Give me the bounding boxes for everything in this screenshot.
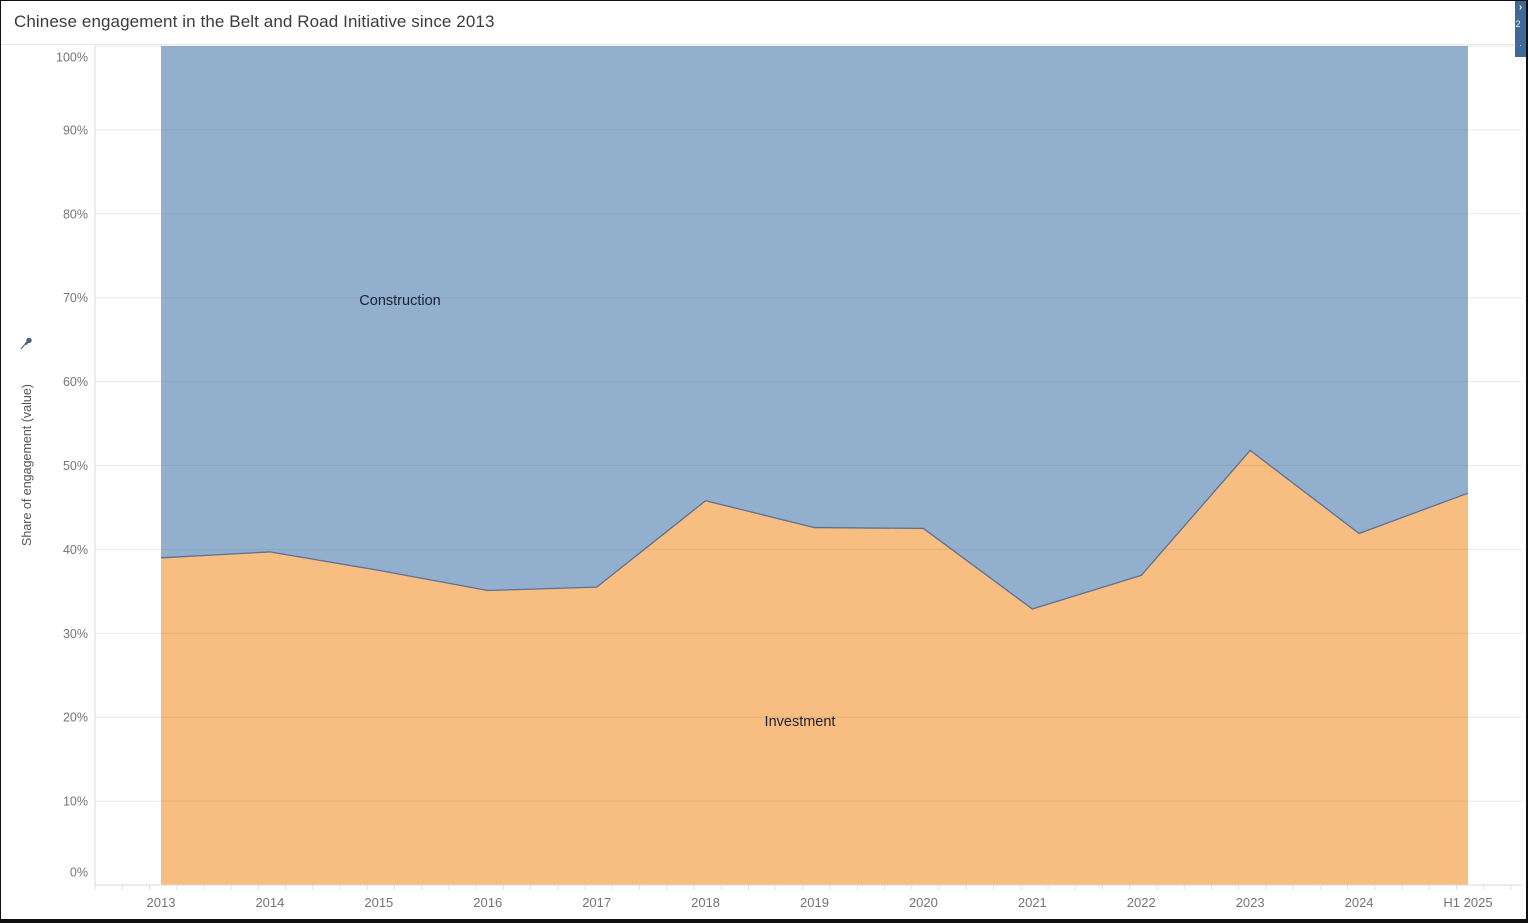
clipped-panel-dot: . bbox=[1519, 39, 1522, 48]
x-tick-label-2017: 2017 bbox=[582, 895, 611, 910]
chart-title: Chinese engagement in the Belt and Road … bbox=[14, 12, 495, 31]
window-border-right bbox=[1526, 0, 1528, 923]
y-tick-label-30: 30% bbox=[63, 627, 88, 641]
y-axis-title: Share of engagement (value) bbox=[20, 384, 34, 546]
investment-area[interactable] bbox=[161, 450, 1468, 885]
series-label-investment: Investment bbox=[764, 714, 836, 730]
y-tick-label-10: 10% bbox=[63, 795, 88, 809]
window-border-left bbox=[0, 0, 1, 923]
x-tick-label-2018: 2018 bbox=[691, 895, 720, 910]
x-tick-label-2014: 2014 bbox=[255, 895, 284, 910]
expand-panel-chevron-icon[interactable]: › bbox=[1518, 2, 1523, 13]
x-tick-label-2023: 2023 bbox=[1236, 895, 1265, 910]
x-tick-label-2016: 2016 bbox=[473, 895, 502, 910]
clipped-panel-glyph: 2 bbox=[1515, 19, 1521, 29]
x-tick-label-2020: 2020 bbox=[909, 895, 938, 910]
y-tick-label-0: 0% bbox=[70, 866, 88, 880]
x-tick-label-2024: 2024 bbox=[1345, 895, 1374, 910]
pinned-axis-pin-icon[interactable] bbox=[20, 336, 34, 352]
window-border-top bbox=[0, 0, 1528, 1]
x-tick-label-2015: 2015 bbox=[364, 895, 393, 910]
y-tick-label-100: 100% bbox=[56, 51, 88, 65]
y-tick-label-90: 90% bbox=[63, 123, 88, 137]
y-tick-label-20: 20% bbox=[63, 711, 88, 725]
y-tick-label-80: 80% bbox=[63, 207, 88, 221]
x-tick-label-H1-2025: H1 2025 bbox=[1443, 895, 1492, 910]
title-separator bbox=[1, 44, 1516, 45]
y-tick-label-70: 70% bbox=[63, 291, 88, 305]
x-tick-label-2022: 2022 bbox=[1127, 895, 1156, 910]
y-tick-label-60: 60% bbox=[63, 375, 88, 389]
construction-area[interactable] bbox=[161, 46, 1468, 609]
series-label-construction: Construction bbox=[359, 293, 441, 309]
x-tick-label-2021: 2021 bbox=[1018, 895, 1047, 910]
y-tick-label-50: 50% bbox=[63, 459, 88, 473]
x-tick-label-2019: 2019 bbox=[800, 895, 829, 910]
series-boundary-line bbox=[160, 449, 1469, 610]
y-tick-label-40: 40% bbox=[63, 543, 88, 557]
collapsed-panel-strip[interactable]: › 2 . bbox=[1515, 1, 1526, 57]
window-border-bottom bbox=[0, 919, 1528, 923]
x-tick-label-2013: 2013 bbox=[147, 895, 176, 910]
